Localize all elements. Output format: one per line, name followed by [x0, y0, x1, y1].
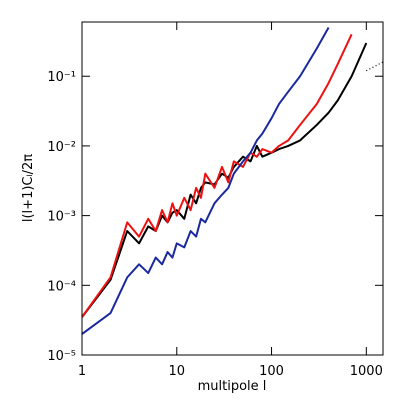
- spectrum-line: [82, 33, 353, 318]
- x-tick-label: 10: [168, 364, 185, 379]
- plot-area: [82, 27, 383, 335]
- spectrum-line: [82, 42, 368, 318]
- x-axis-label: multipole l: [198, 379, 267, 394]
- y-tick-label: 10⁻¹: [47, 70, 76, 85]
- spectrum-line: [82, 27, 330, 335]
- y-tick-label: 10⁻²: [47, 140, 76, 155]
- model-curve: [366, 61, 383, 72]
- y-tick-label: 10⁻⁴: [47, 279, 76, 294]
- x-tick-label: 1: [78, 364, 86, 379]
- y-axis-label: l(l+1)Cₗ/2π: [21, 154, 36, 222]
- x-tick-label: 1000: [350, 364, 383, 379]
- y-tick-label: 10⁻⁵: [47, 349, 76, 364]
- plot-frame: [81, 21, 384, 356]
- y-tick-label: 10⁻³: [47, 210, 76, 225]
- x-tick-label: 100: [259, 364, 284, 379]
